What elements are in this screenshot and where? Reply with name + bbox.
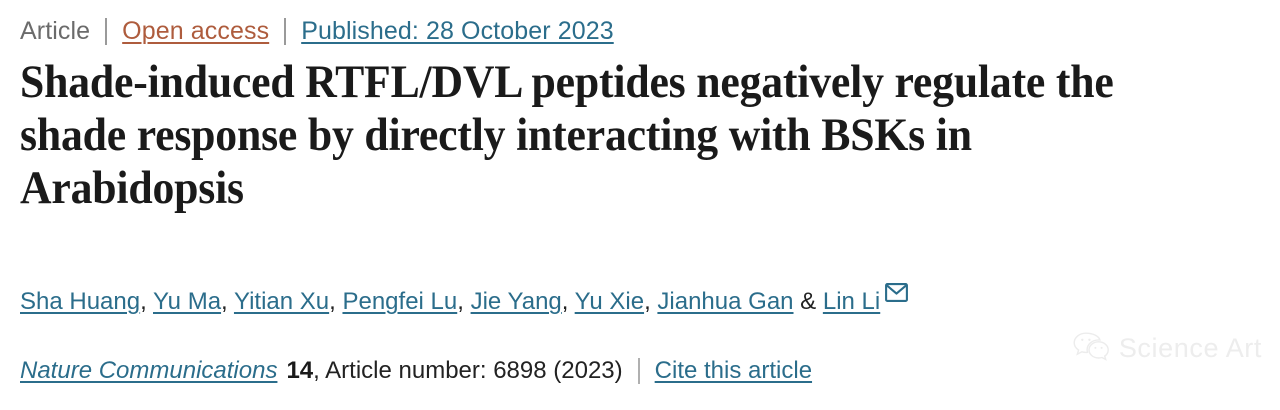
author-separator: ,: [329, 288, 343, 315]
author-separator: ,: [221, 288, 234, 315]
author-separator: ,: [140, 288, 153, 315]
published-date-link[interactable]: Published: 28 October 2023: [301, 16, 614, 45]
watermark-label: Science Art: [1118, 333, 1262, 363]
article-meta-row: Article Open access Published: 28 Octobe…: [20, 14, 614, 48]
meta-divider-1: [105, 17, 108, 45]
article-type-label: Article: [20, 16, 91, 45]
author-link[interactable]: Yu Ma: [153, 288, 222, 315]
volume-number: 14: [286, 357, 314, 384]
author-list: Sha Huang, Yu Ma, Yitian Xu, Pengfei Lu,…: [20, 280, 909, 317]
author-link[interactable]: Sha Huang: [20, 288, 141, 315]
article-number: , Article number: 6898 (2023): [313, 357, 623, 384]
author-separator: ,: [644, 288, 658, 315]
page-title: Shade-induced RTFL/DVL peptides negative…: [20, 56, 1114, 214]
envelope-icon[interactable]: [885, 280, 909, 310]
author-link[interactable]: Lin Li: [822, 288, 881, 315]
author-link[interactable]: Jianhua Gan: [657, 288, 794, 315]
open-access-link[interactable]: Open access: [122, 16, 270, 45]
cite-article-link[interactable]: Cite this article: [654, 357, 813, 384]
author-link[interactable]: Pengfei Lu: [342, 288, 458, 315]
citation-divider: [637, 358, 640, 384]
citation-line: Nature Communications 14 , Article numbe…: [20, 356, 812, 386]
article-header: Article Open access Published: 28 Octobe…: [20, 0, 1280, 410]
author-link[interactable]: Yu Xie: [574, 288, 645, 315]
author-ampersand: &: [793, 288, 823, 315]
author-link[interactable]: Jie Yang: [470, 288, 562, 315]
author-link[interactable]: Yitian Xu: [233, 288, 330, 315]
author-separator: ,: [561, 288, 575, 315]
author-separator: ,: [457, 288, 471, 315]
meta-divider-2: [284, 17, 287, 45]
wechat-icon: [1072, 330, 1110, 367]
journal-link[interactable]: Nature Communications: [20, 357, 278, 384]
watermark: Science Art: [1072, 330, 1262, 367]
